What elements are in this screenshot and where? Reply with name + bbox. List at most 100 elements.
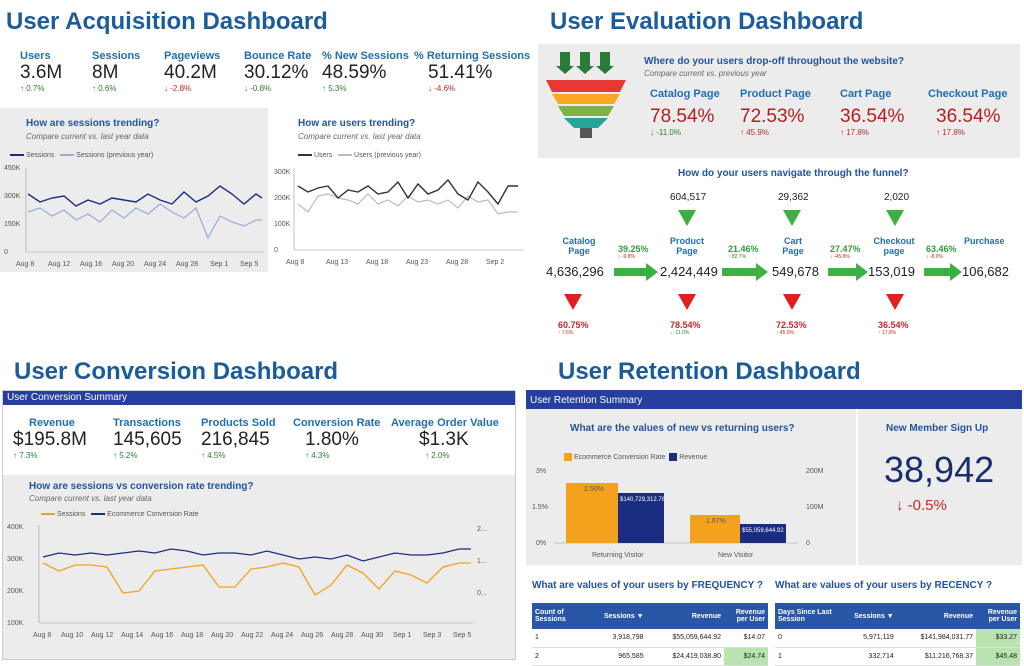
users-trend-subtitle: Compare current vs. last year data <box>298 132 421 141</box>
conv-kpi-aov: Average Order Value $1.3K ↑ 2.0% <box>391 417 499 460</box>
x-tick: Aug 8 <box>16 261 34 268</box>
new-revenue-label: $55,059,644.92 <box>742 528 784 534</box>
col-revenue-per-user[interactable]: Revenue per User <box>976 603 1020 629</box>
dropoff-heading: Where do your users drop-off throughout … <box>644 56 904 67</box>
funnel-arrows <box>614 263 962 281</box>
kpi-new-sessions: % New Sessions 48.59% ↑ 5.3% <box>322 50 409 93</box>
transition-2: 21.46% ↑ 82.7% <box>728 244 759 260</box>
cart-incoming: 29,362 <box>778 192 809 203</box>
retention-bar-chart: 3% 1.5% 0% 200M 100M 0 2.50% $140,729,31… <box>532 468 824 559</box>
checkout-red-arrow-icon <box>886 294 904 310</box>
x-tick: Sep 2 <box>486 259 504 266</box>
x-tick: New Visitor <box>718 552 754 559</box>
col-revenue[interactable]: Revenue <box>646 603 724 629</box>
conv-kpi-revenue: Revenue $195.8M ↑ 7.3% <box>13 417 87 460</box>
y-tick: 0% <box>536 540 546 547</box>
checkout-green-arrow-icon <box>886 210 904 226</box>
r-y-tick: 1... <box>477 558 487 565</box>
kpi-sessions: Sessions 8M ↑ 0.6% <box>92 50 141 93</box>
retention-bar-panel: What are the values of new vs returning … <box>526 409 856 565</box>
arrow-right-icon <box>614 263 658 281</box>
returning-rate-label: 2.50% <box>584 486 604 493</box>
signup-change: ↓ -0.5% <box>896 497 947 514</box>
y-tick: 3% <box>536 468 546 475</box>
retention-bar-heading: What are the values of new vs returning … <box>570 423 795 434</box>
x-tick: Sep 5 <box>240 261 258 268</box>
users-trend-panel: How are users trending? Compare current … <box>272 108 528 272</box>
y-tick: 200K <box>7 588 24 595</box>
x-tick: Aug 23 <box>406 259 428 266</box>
x-tick: Aug 30 <box>361 632 383 639</box>
y-tick: 0 <box>4 249 8 256</box>
table-row: 0 5,971,119 $141,984,031.77 $33.27 <box>775 629 1020 648</box>
y-tick: 1.5% <box>532 504 548 511</box>
users-trend-chart: 300K 200K 100K 0 Aug 8 Aug 13 Aug 18 Aug… <box>274 168 524 266</box>
stage-checkout-label: Checkout page <box>873 236 915 256</box>
y-tick: 300K <box>274 169 291 176</box>
conversion-chart-panel: How are sessions vs conversion rate tren… <box>3 475 515 659</box>
dropoff-cart: Cart Page 36.54% ↑ 17.8% <box>840 88 905 137</box>
signup-label: New Member Sign Up <box>886 423 989 434</box>
conversion-trend-chart: 400K 300K 200K 100K 2... 1... 0... Aug 8… <box>7 524 487 639</box>
retention-frame: User Retention Summary What are the valu… <box>526 390 1022 666</box>
stage-cart-value: 549,678 <box>772 264 819 279</box>
dropoff-product: Product Page 72.53% ↑ 45.9% <box>740 88 811 137</box>
product-incoming: 604,517 <box>670 192 707 203</box>
col-revenue-per-user[interactable]: Revenue per User <box>724 603 768 629</box>
x-tick: Aug 22 <box>241 632 263 639</box>
checkout-drop: 36.54% ↑ 17.8% <box>878 320 909 336</box>
recency-table: Days Since Last Session Sessions ▼ Reven… <box>775 603 1020 666</box>
sessions-trend-panel: How are sessions trending? Compare curre… <box>0 108 268 272</box>
acquisition-title: User Acquisition Dashboard <box>6 8 328 35</box>
x-tick: Aug 20 <box>211 632 233 639</box>
x-tick: Aug 28 <box>331 632 353 639</box>
x-tick: Aug 12 <box>48 261 70 268</box>
cart-green-arrow-icon <box>783 210 801 226</box>
returning-revenue-bar <box>618 493 664 543</box>
sessions-line <box>27 185 263 207</box>
col-sessions-sort[interactable]: Sessions ▼ <box>835 603 897 629</box>
conv-kpi-products-sold: Products Sold 216,845 ↑ 4.5% <box>201 417 276 460</box>
col-revenue[interactable]: Revenue <box>896 603 976 629</box>
table-row: 2 965,585 $24,419,038.80 $24.74 <box>532 647 768 666</box>
y-tick: 400K <box>7 524 24 531</box>
retention-summary-bar: User Retention Summary <box>526 393 1022 409</box>
kpi-pageviews: Pageviews 40.2M ↓ -2.8% <box>164 50 221 93</box>
stage-catalog-value: 4,636,296 <box>546 264 604 279</box>
conversion-summary-bar: User Conversion Summary <box>3 391 515 405</box>
sessions-trend-chart: 450K 300K 150K 0 Aug 8 Aug 12 Aug 16 Aug… <box>4 165 264 268</box>
stage-product-label: Product Page <box>670 236 705 256</box>
conversion-chart-subtitle: Compare current vs. last year data <box>29 494 152 503</box>
sessions-prev-line <box>27 203 262 240</box>
stage-product-value: 2,424,449 <box>660 264 718 279</box>
cart-red-arrow-icon <box>783 294 801 310</box>
r-y-tick: 100M <box>806 504 824 511</box>
dropoff-panel: Where do your users drop-off throughout … <box>538 44 1020 158</box>
x-tick: Aug 12 <box>91 632 113 639</box>
x-tick: Sep 5 <box>453 632 471 639</box>
conversion-title: User Conversion Dashboard <box>14 358 339 385</box>
y-tick: 450K <box>4 165 21 172</box>
transition-1: 39.25% ↓ -9.8% <box>618 244 649 260</box>
signup-panel: New Member Sign Up 38,942 ↓ -0.5% <box>858 409 1022 565</box>
col-days-since-last-session[interactable]: Days Since Last Session <box>775 603 835 629</box>
signup-value: 38,942 <box>884 449 995 490</box>
new-revenue-bar <box>740 524 786 543</box>
stage-catalog-label: Catalog Page <box>562 236 596 256</box>
kpi-users: Users 3.6M ↑ 0.7% <box>20 50 63 93</box>
r-y-tick: 2... <box>477 526 487 533</box>
product-drop: 78.54% ↓ -11.0% <box>670 320 701 336</box>
product-red-arrow-icon <box>678 294 696 310</box>
x-tick: Sep 1 <box>393 632 411 639</box>
table-row: 1 332,714 $11,216,768.37 $45.48 <box>775 647 1020 666</box>
col-count-of-sessions[interactable]: Count of Sessions <box>532 603 582 629</box>
sessions-trend-heading: How are sessions trending? <box>26 118 160 129</box>
conv-kpi-transactions: Transactions 145,605 ↑ 5.2% <box>113 417 182 460</box>
col-sessions-sort[interactable]: Sessions ▼ <box>582 603 647 629</box>
x-tick: Aug 18 <box>181 632 203 639</box>
dropoff-subtitle: Compare current vs. previous year <box>644 69 767 78</box>
y-tick: 100K <box>274 221 291 228</box>
returning-rate-bar <box>566 483 618 543</box>
funnel-heading: How do your users navigate through the f… <box>678 168 909 179</box>
y-tick: 200K <box>274 195 291 202</box>
